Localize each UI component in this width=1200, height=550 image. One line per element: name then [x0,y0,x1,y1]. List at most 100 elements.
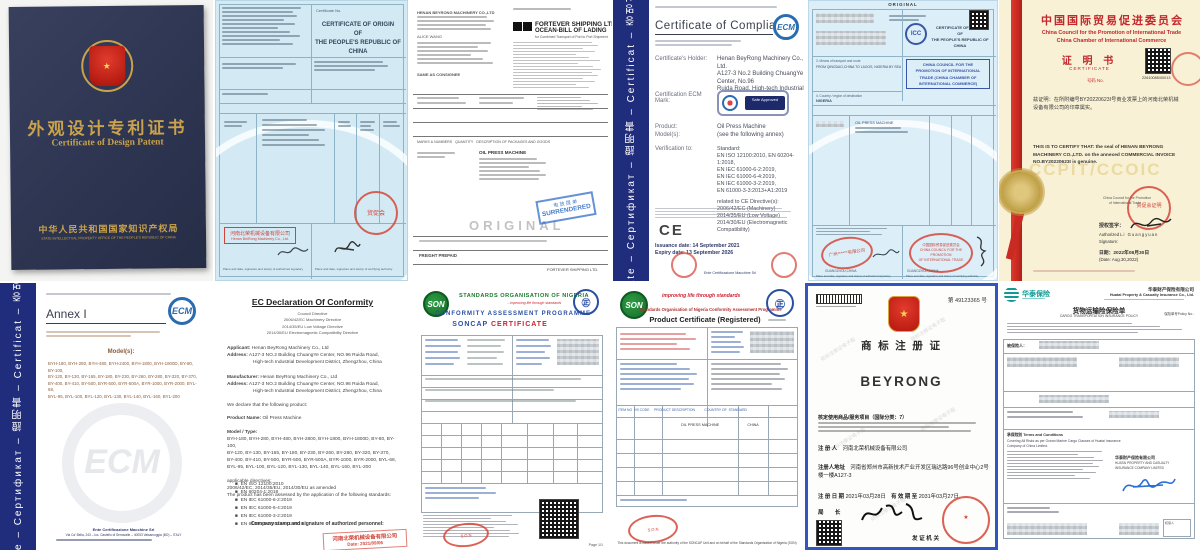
standard-item: ■ EN 60204-1:2018 [235,489,279,495]
ec-declaration-of-conformity[interactable]: EC Declaration Of Conformity Council Dir… [211,283,414,550]
footer-address: Via Ca' Bella, 243 – loc. Castello di Se… [65,533,182,537]
ecm-logo: ECM [773,14,799,40]
qr-number: 22610085/00013 [1142,76,1171,80]
verification-label: Verification to: [655,146,693,152]
terms-text: Covering All Risks as per Ocean Marine C… [1007,439,1121,443]
policy-no-label: 保险单号Policy No.: [1164,312,1194,316]
footer-company: Ente Certificazione Macchine Srl [92,527,155,532]
insured-redacted [1039,341,1099,349]
barcode [816,294,862,304]
footer-redacted-2 [1119,523,1159,535]
certificate-of-origin[interactable]: Certificate No. CERTIFICATE OF ORIGIN OF… [215,0,408,281]
models-label: Model(s): [107,349,135,355]
policy-preamble [1007,323,1191,335]
bol-shipper-address [417,16,497,32]
standard-item: ■ EN IEC 61000-3-2:2019 [235,513,292,519]
body-en: THIS IS TO CERTIFY THAT: the seal of HEN… [1033,145,1164,150]
bol-container-no [417,152,457,160]
certificate-of-origin-ccpit[interactable]: ORIGINAL ICC CERTIFICATE OF ORIGIN OF TH… [808,0,998,281]
nigeria-emblem-logo: ㊣ [573,289,599,315]
annex-number [46,331,166,339]
form-ref [46,293,196,297]
company-red-stamp: 河南北荣机械设备有限公司 Date: 2021/09/06 [322,528,408,550]
huatai-logo-text: 华泰保险 [1022,291,1050,298]
underwriter-signature [1122,478,1176,492]
coo-title-2: OF [353,31,363,37]
ecm-certificate-of-compliance[interactable]: Certificate – Сертификат – 證明書 – Certifi… [613,0,808,281]
ccpit-watermark: CCPIT/CCOIC [1029,160,1162,179]
serial-no [889,15,929,23]
exporter-signature [277,247,309,256]
product-value: Oil Press Machine [717,124,766,130]
claim-rows [1007,507,1067,515]
destination-value: NIGERIA [816,99,832,103]
bol-cargo-detail [479,158,549,182]
terms-paragraph [423,515,523,539]
qr-code [969,10,989,30]
soncap-qr [539,499,579,539]
tagline: improving life through standards [662,293,741,299]
route-value: FROM QINGDAO,CHINA TO LAGOS, NIGERIA BY … [816,65,902,69]
ocean-bill-of-lading[interactable]: HENAN BEYRONG MACHINERY CO.,LTD ALICE WA… [409,0,612,281]
compliance-title: Certificate of Compliance [655,20,796,32]
goods-list [818,422,990,434]
form-rows [425,378,595,411]
ce-mark: CE [659,222,684,239]
underwriter-box: 核保人 [1163,519,1191,537]
pc-values-redacted [750,331,794,353]
ecm-annex-i[interactable]: Certificate – Сертификат – 證明書 – Certifi… [0,283,210,550]
bol-consignee [417,42,497,66]
safe-approved-badge: Safe Approved [745,96,785,110]
premium-rows [1007,411,1087,421]
expiry-date: Expiry date: 13 September 2026 [655,250,734,256]
ccpit-sub2: China Chamber of International Commerce [1056,38,1167,44]
holder-label: Certificate's Holder: [655,56,708,62]
reviewer-seal [671,252,697,278]
exporter-values [467,339,507,369]
ccpit-certificate[interactable]: CCPIT/CCOIC 中国国际贸易促进委员会 China Council fo… [999,0,1200,281]
applicant: Henan BeyRong Machinery Co., Ltd [251,346,329,351]
place-right: GUANGZHOU,CHINA [907,269,939,273]
footer-redacted [1007,523,1087,535]
cert-cn: 证 明 书 [1061,56,1118,67]
trademark-registration-certificate[interactable]: 商标注册证电子版 商标注册证电子版 商标注册证电子版 商标注册证电子版 商标注册… [805,283,998,550]
body-cn: 兹证明：在所附编号BY20220623I号商业发票上的河南北荣机械设备有限公司的… [1033,97,1179,112]
coo-footer-right: Place and date, signature and stamp of c… [315,267,393,271]
bol-charges-row [419,240,599,244]
ccpit-title-cn: 中国国际贸易促进委员会 [1041,15,1184,27]
son-tagline: ...improving life through standards [507,301,562,305]
no-label: 号码 No. [1087,78,1104,83]
country-of-origin: CHINA [747,423,759,427]
date-en: (Date: Aug.30,2022) [1099,257,1139,262]
bol-company: FORTEVER SHIPPING LTD. [535,21,612,28]
annex-title: Annex I [46,307,87,321]
cargo-detail [855,127,915,135]
ecm-vertical-band: Certificate – Сертификат – 證明書 – Certifi… [0,283,36,550]
son-logo: SON [423,291,449,317]
council-box: CHINA COUNCIL FOR THE PROMOTION OF INTER… [906,59,990,89]
coo-title-3: THE PEOPLE'S REPUBLIC OF CHINA [315,40,401,55]
soncap-certificate[interactable]: SON STANDARDS ORGANISATION OF NIGERIA ..… [415,283,609,550]
consignee-redacted [816,31,886,45]
cargo-insurance-policy[interactable]: 华泰保险 华泰财产保险有限公司 Huatai Property & Casual… [999,283,1200,550]
goods-redacted [1119,357,1179,367]
ecm-mark-badge: Safe Approved [717,90,789,116]
product-certificate-registered[interactable]: SON improving life through standards Sta… [610,283,804,550]
pc-labels [711,331,745,356]
product-name: Oil Press Machine [262,416,302,422]
policy-title-cn: 货物运输险保险单 [1072,308,1126,315]
barcode-caption [816,306,862,308]
coo-invoice [383,121,403,129]
coo-exporter-consignee-text [222,7,304,47]
patent-title-cn: 外观设计专利证书 [27,118,188,139]
mark-label: Certification ECM Mark: [655,92,702,104]
marks-redacted [816,121,844,127]
bol-notify: SAME AS CONSIGNEE [417,72,461,77]
certificate-design-patent[interactable]: ★ 外观设计专利证书 Certificate of Design Patent … [0,0,213,281]
bol-contact: ALICE WANG [417,34,442,39]
ecm-mark-icon [722,95,738,111]
bol-issuer: FORTEVER SHIPPING LTD. [547,267,599,272]
policy-title-en: CARGO TRANSPORTATION INSURANCE POLICY [1059,314,1139,318]
standard-item: ■ EN IEC 61000-6-4:2019 [235,505,292,511]
bol-marks-header: MARKS & NUMBERS QUANTITY DESCRIPTION OF … [417,140,551,144]
